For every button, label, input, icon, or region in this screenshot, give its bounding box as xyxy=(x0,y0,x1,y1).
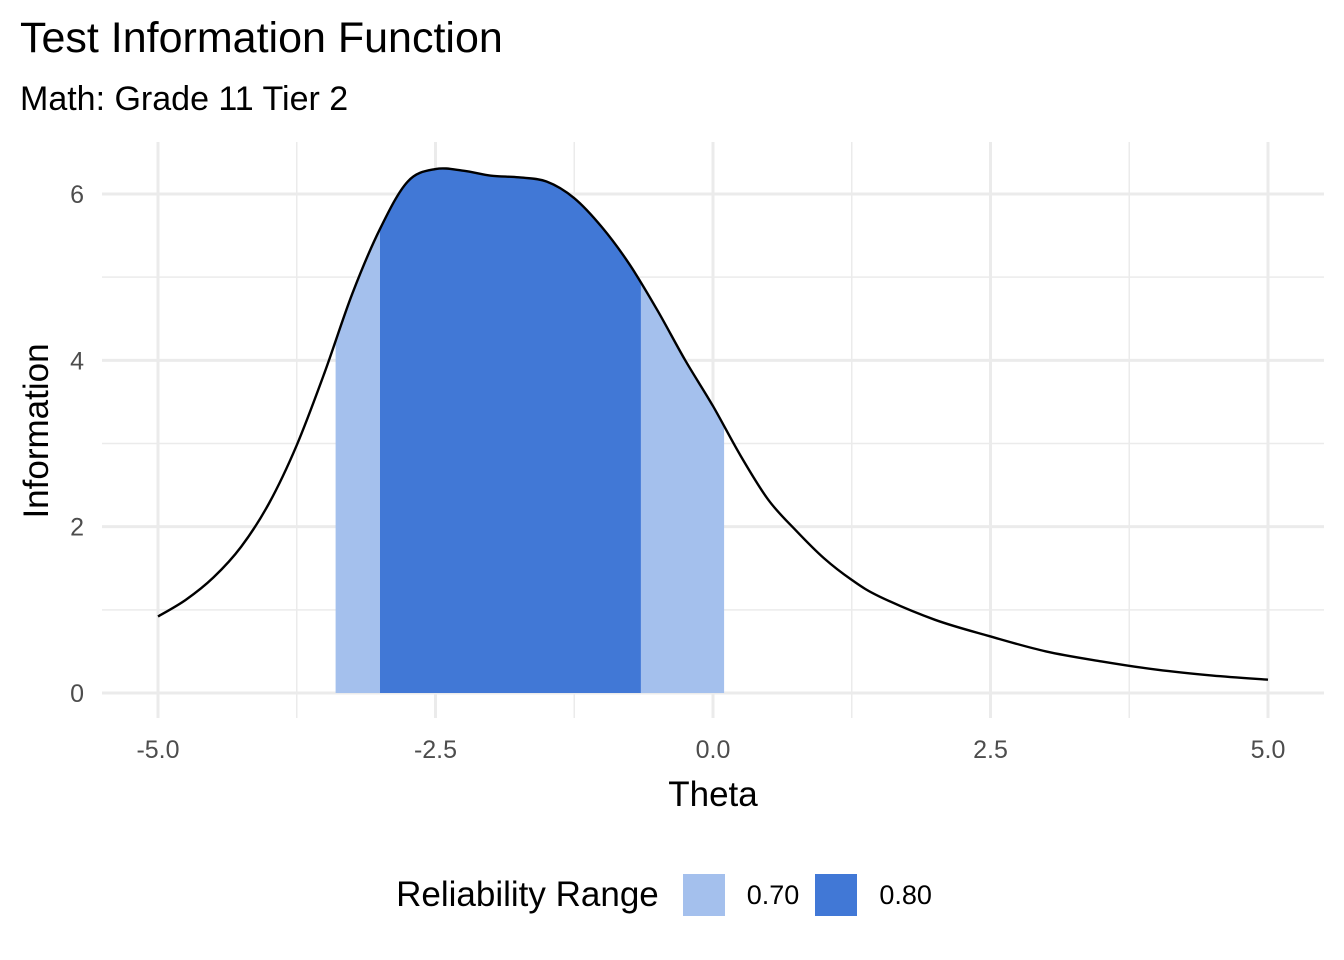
information-curve-group xyxy=(157,167,1269,681)
y-axis-title: Information xyxy=(17,343,56,518)
band-080 xyxy=(380,168,641,694)
x-tick-label: 5.0 xyxy=(1251,736,1286,764)
chart-title: Test Information Function xyxy=(20,14,503,62)
legend-label-070: 0.70 xyxy=(746,879,800,910)
legend-swatch-080 xyxy=(815,874,858,916)
x-tick-label: 0.0 xyxy=(696,736,731,764)
legend-swatch-070 xyxy=(682,874,725,916)
y-tick-label: 6 xyxy=(70,181,84,209)
x-tick-labels: -5.0 -2.5 0.0 2.5 5.0 xyxy=(136,736,1285,764)
y-tick-label: 2 xyxy=(70,514,84,542)
y-tick-label: 0 xyxy=(70,680,84,708)
reliability-bands xyxy=(335,168,725,694)
legend-item-070: 0.70 xyxy=(682,874,800,916)
y-tick-labels: 0 2 4 6 xyxy=(70,181,84,708)
x-tick-label: 2.5 xyxy=(973,736,1008,764)
legend-label-080: 0.80 xyxy=(879,879,932,910)
x-tick-label: -2.5 xyxy=(414,736,457,764)
legend: Reliability Range 0.70 0.80 xyxy=(0,874,1344,916)
information-curve xyxy=(157,167,1269,681)
chart-area: -5.0 -2.5 0.0 2.5 5.0 0 2 4 6 Theta Information xyxy=(17,142,1324,814)
y-tick-label: 4 xyxy=(70,347,84,375)
x-tick-label: -5.0 xyxy=(136,736,179,764)
chart-subtitle: Math: Grade 11 Tier 2 xyxy=(20,80,349,118)
x-axis-title: Theta xyxy=(668,775,758,814)
legend-item-080: 0.80 xyxy=(815,874,932,916)
legend-title: Reliability Range xyxy=(396,875,659,914)
